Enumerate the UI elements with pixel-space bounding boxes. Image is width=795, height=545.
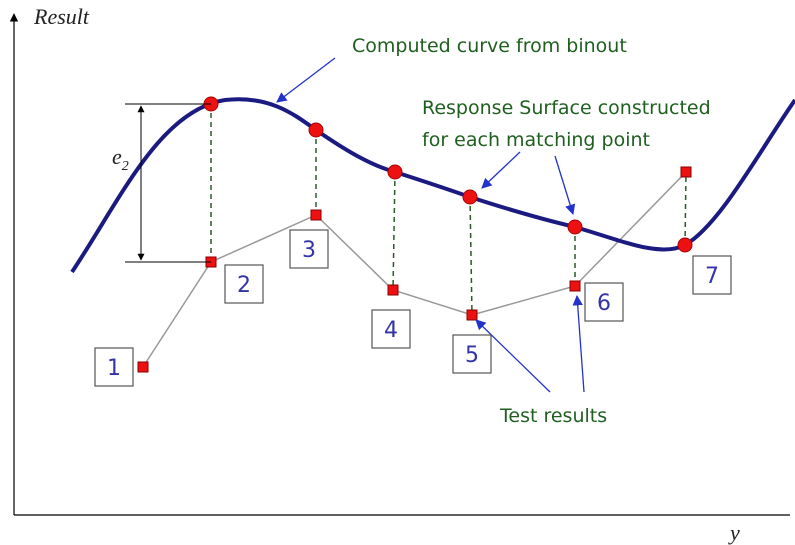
point-label: 2 [237, 273, 251, 298]
matching-points [203, 96, 693, 253]
annotation: Test results [499, 405, 607, 427]
point-label: 4 [384, 318, 398, 343]
label-box [224, 264, 264, 304]
label-box [371, 309, 411, 349]
annotation: for each matching point [422, 129, 650, 151]
annotation: Response Surface constructed [422, 97, 711, 119]
arrows [276, 57, 585, 393]
label-box [94, 347, 134, 387]
point-label: 3 [302, 238, 316, 263]
test-points [137, 166, 692, 373]
dashed-links [210, 104, 687, 316]
label-box [692, 255, 732, 295]
point-label: 1 [107, 356, 121, 381]
label-box [584, 282, 624, 322]
point-label: 6 [597, 291, 611, 316]
x-axis-label: y [728, 520, 740, 545]
error-bracket [125, 103, 211, 263]
label-box [452, 334, 492, 374]
annotation: Computed curve from binout [352, 35, 627, 57]
point-labels: 1 2 3 4 5 6 7 [94, 229, 732, 387]
point-label: 5 [465, 343, 479, 368]
y-axis-label: Result [33, 4, 90, 29]
point-label: 7 [705, 264, 719, 289]
label-box [289, 229, 329, 269]
error-label: e2 [112, 144, 129, 174]
